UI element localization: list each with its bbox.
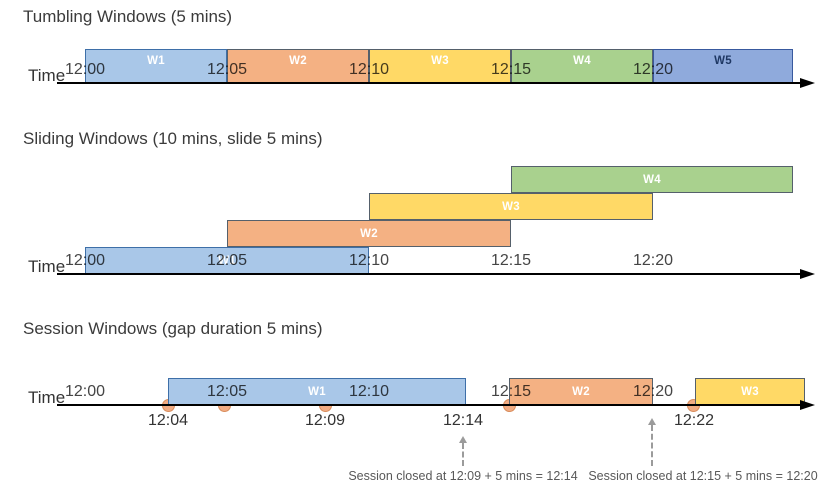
tick-label: 12:05 <box>206 252 248 269</box>
window-label: W2 <box>360 227 378 240</box>
window-bar-w3: W3 <box>369 49 511 83</box>
event-time-label: 12:04 <box>147 412 189 429</box>
window-label: W3 <box>741 385 759 398</box>
time-axis-line <box>57 273 800 275</box>
event-time-label: 12:22 <box>673 412 715 429</box>
axis-arrowhead-icon <box>800 77 815 88</box>
time-axis-label: Time <box>28 388 66 407</box>
section-title: Sliding Windows (10 mins, slide 5 mins) <box>23 129 323 148</box>
window-label: W2 <box>289 55 307 67</box>
window-label: W4 <box>573 55 591 67</box>
tick-label: 12:10 <box>348 383 390 400</box>
window-label: W4 <box>643 173 661 186</box>
window-label: W2 <box>572 385 590 398</box>
event-time-label: 12:09 <box>304 412 346 429</box>
session-close-arrow-icon <box>647 418 656 425</box>
window-bar-w4: W4 <box>511 49 653 83</box>
time-axis-label: Time <box>28 257 66 276</box>
tick-label: 12:15 <box>490 252 532 269</box>
tick-label: 12:20 <box>632 383 674 400</box>
section-title: Tumbling Windows (5 mins) <box>23 7 233 26</box>
session-close-annotation: Session closed at 12:15 + 5 mins = 12:20 <box>588 469 818 483</box>
tick-label: 12:10 <box>348 61 390 78</box>
tick-label: 12:00 <box>64 252 106 269</box>
tick-label: 12:20 <box>632 252 674 269</box>
window-label: W1 <box>308 385 326 398</box>
window-label: W3 <box>431 55 449 67</box>
tick-label: 12:10 <box>348 252 390 269</box>
tick-label: 12:05 <box>206 61 248 78</box>
session-close-annotation: Session closed at 12:09 + 5 mins = 12:14 <box>348 469 578 483</box>
section-title: Session Windows (gap duration 5 mins) <box>23 319 323 338</box>
tick-label: 12:20 <box>632 61 674 78</box>
window-bar-w1: W1 <box>85 49 227 83</box>
axis-arrowhead-icon <box>800 268 815 279</box>
window-bar-w5: W5 <box>653 49 793 83</box>
time-axis-line <box>57 404 800 406</box>
session-close-arrow-line <box>651 425 653 466</box>
window-label: W5 <box>714 55 732 67</box>
tick-label: 12:15 <box>490 383 532 400</box>
event-time-label: 12:14 <box>442 412 484 429</box>
window-bar-w2: W2 <box>227 220 511 247</box>
window-label: W1 <box>218 254 236 267</box>
axis-arrowhead-icon <box>800 399 815 410</box>
window-label: W1 <box>147 55 165 67</box>
session-close-arrow-icon <box>458 436 467 443</box>
tick-label: 12:05 <box>206 383 248 400</box>
window-bar-w3: W3 <box>369 193 653 220</box>
time-axis-line <box>57 82 800 84</box>
window-bar-w3: W3 <box>695 378 805 405</box>
window-bar-w1: W1 <box>85 247 369 274</box>
tick-label: 12:00 <box>64 383 106 400</box>
time-axis-label: Time <box>28 66 66 85</box>
window-bar-w4: W4 <box>511 166 793 193</box>
tick-label: 12:00 <box>64 61 106 78</box>
window-label: W3 <box>502 200 520 213</box>
session-close-arrow-line <box>462 443 464 466</box>
tick-label: 12:15 <box>490 61 532 78</box>
